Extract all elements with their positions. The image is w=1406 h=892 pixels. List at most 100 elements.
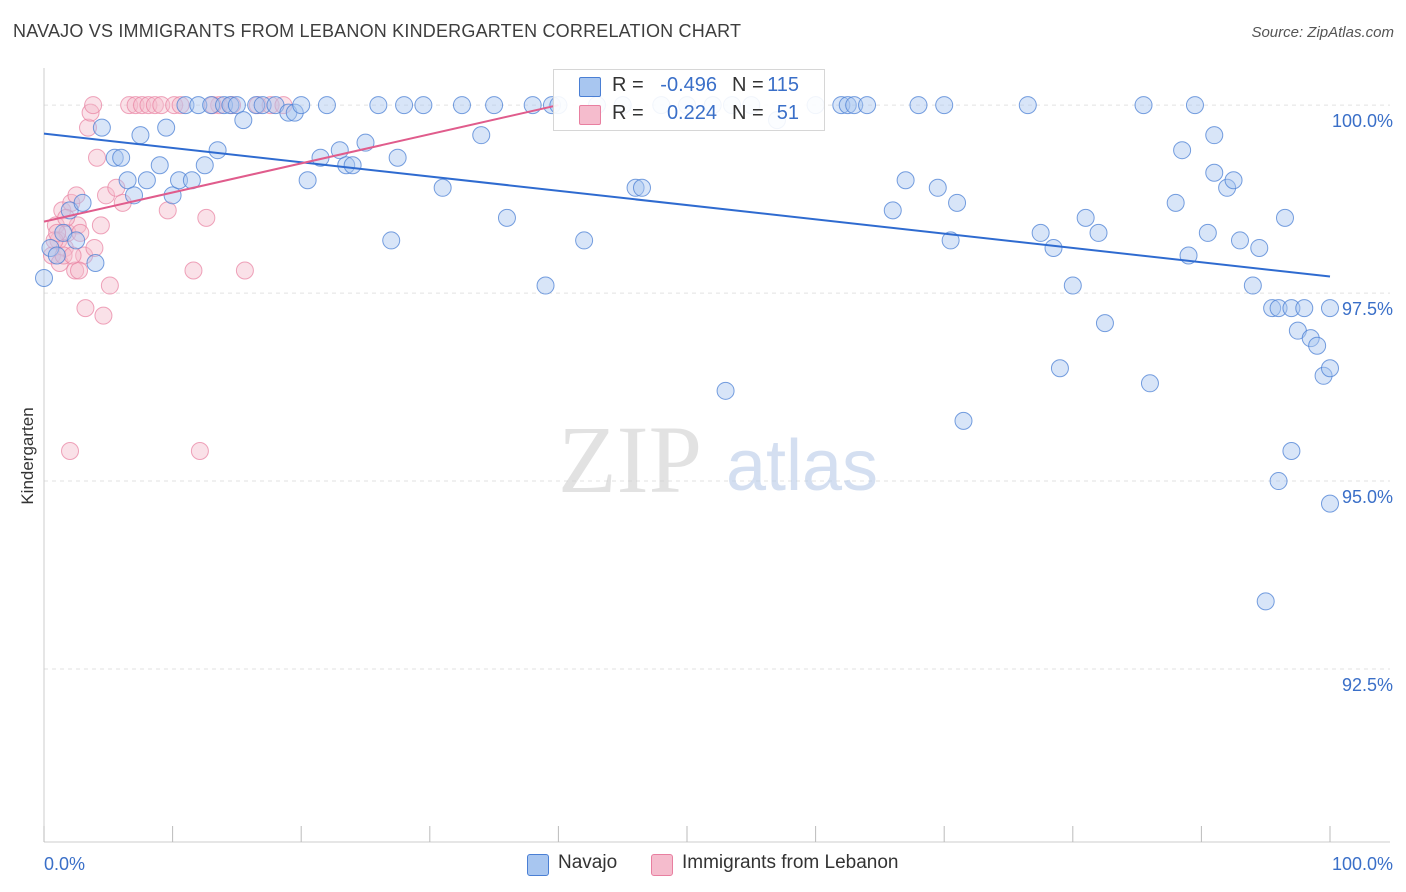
- navajo-point: [909, 96, 928, 115]
- lebanon-point: [66, 261, 85, 280]
- lebanon-point: [84, 96, 103, 115]
- navajo-point: [1321, 299, 1339, 318]
- r-label: R =: [612, 74, 644, 96]
- navajo-point: [414, 96, 433, 115]
- navajo-point: [35, 269, 53, 288]
- navajo-point: [337, 156, 356, 175]
- navajo-point: [1269, 472, 1288, 491]
- x-tick-label-min: 0.0%: [44, 854, 85, 874]
- navajo-point: [208, 141, 227, 160]
- navajo-point: [189, 96, 208, 115]
- navajo-point: [195, 156, 214, 175]
- navajo-point: [883, 201, 902, 220]
- lebanon-point: [63, 246, 82, 265]
- y-tick-label: 100.0%: [1332, 111, 1393, 131]
- navajo-point: [1250, 238, 1269, 257]
- lebanon-swatch: [579, 105, 601, 125]
- lebanon-point: [145, 96, 164, 115]
- navajo-point: [253, 96, 272, 115]
- navajo-point: [105, 148, 124, 167]
- navajo-point: [1314, 366, 1333, 385]
- navajo-point: [112, 148, 131, 167]
- y-tick-label: 95.0%: [1342, 487, 1393, 507]
- y-tick-label: 92.5%: [1342, 675, 1393, 695]
- lebanon-point: [190, 441, 209, 460]
- navajo-point: [388, 148, 407, 167]
- navajo-point: [157, 118, 176, 137]
- chart-title: NAVAJO VS IMMIGRANTS FROM LEBANON KINDER…: [13, 21, 742, 41]
- navajo-point: [954, 411, 973, 430]
- lebanon-point: [67, 186, 86, 205]
- lebanon-point: [70, 261, 89, 280]
- navajo-point: [1018, 96, 1037, 115]
- lebanon-point: [171, 96, 190, 115]
- r-value: 0.224: [666, 102, 717, 124]
- navajo-point: [632, 178, 651, 197]
- lebanon-point: [184, 261, 203, 280]
- lebanon-point: [133, 96, 152, 115]
- navajo-point: [1224, 171, 1243, 190]
- navajo-point: [118, 171, 137, 190]
- navajo-point: [41, 238, 60, 257]
- navajo-point: [472, 126, 491, 145]
- navajo-point: [1050, 359, 1069, 378]
- lebanon-legend-swatch: [651, 854, 673, 876]
- navajo-point: [485, 96, 504, 115]
- legend-row-navajo: R = -0.496 N = 115: [554, 72, 824, 100]
- navajo-point: [163, 186, 182, 205]
- navajo-point: [948, 193, 967, 212]
- legend-label-lebanon: Immigrants from Lebanon: [682, 852, 899, 873]
- navajo-point: [536, 276, 555, 295]
- navajo-point: [1308, 336, 1327, 355]
- navajo-point: [497, 208, 516, 227]
- navajo-point: [1282, 441, 1301, 460]
- lebanon-point: [126, 96, 145, 115]
- navajo-point: [215, 96, 234, 115]
- navajo-point: [292, 96, 311, 115]
- navajo-point: [92, 118, 111, 137]
- lebanon-point: [139, 96, 158, 115]
- navajo-point: [1230, 231, 1249, 250]
- lebanon-point: [94, 306, 113, 325]
- lebanon-point: [81, 103, 100, 122]
- navajo-point: [1205, 126, 1224, 145]
- navajo-point: [137, 171, 156, 190]
- navajo-point: [227, 96, 246, 115]
- navajo-point: [170, 171, 189, 190]
- navajo-point: [1140, 374, 1159, 393]
- lebanon-trend-line: [43, 104, 559, 223]
- navajo-point: [1095, 314, 1114, 333]
- navajo-legend-swatch: [527, 854, 549, 876]
- navajo-point: [1243, 276, 1262, 295]
- navajo-point: [935, 96, 954, 115]
- navajo-point: [575, 231, 594, 250]
- navajo-point: [1301, 329, 1320, 348]
- lebanon-point: [107, 178, 126, 197]
- navajo-point: [202, 96, 221, 115]
- stats-legend: R = -0.496 N = 115 R = 0.224 N = 51: [553, 69, 825, 131]
- grid-lines: [44, 104, 1390, 670]
- lebanon-point: [152, 96, 171, 115]
- lebanon-point: [91, 216, 110, 235]
- series-navajo: [35, 96, 1339, 611]
- navajo-point: [1218, 178, 1237, 197]
- navajo-point: [73, 193, 92, 212]
- y-tick-label: 97.5%: [1342, 299, 1393, 319]
- navajo-point: [1295, 299, 1314, 318]
- navajo-point: [221, 96, 240, 115]
- navajo-point: [131, 126, 150, 145]
- n-value: 115: [767, 74, 799, 96]
- navajo-point: [1089, 223, 1108, 242]
- navajo-point: [838, 96, 857, 115]
- lebanon-point: [76, 299, 95, 318]
- navajo-point: [150, 156, 169, 175]
- watermark: ZIP atlas: [558, 406, 878, 513]
- navajo-point: [298, 171, 317, 190]
- navajo-point: [1256, 592, 1275, 611]
- navajo-point: [1063, 276, 1082, 295]
- navajo-point: [716, 381, 735, 400]
- n-label: N =: [732, 102, 764, 124]
- navajo-point: [1031, 223, 1050, 242]
- navajo-point: [247, 96, 266, 115]
- navajo-point: [395, 96, 414, 115]
